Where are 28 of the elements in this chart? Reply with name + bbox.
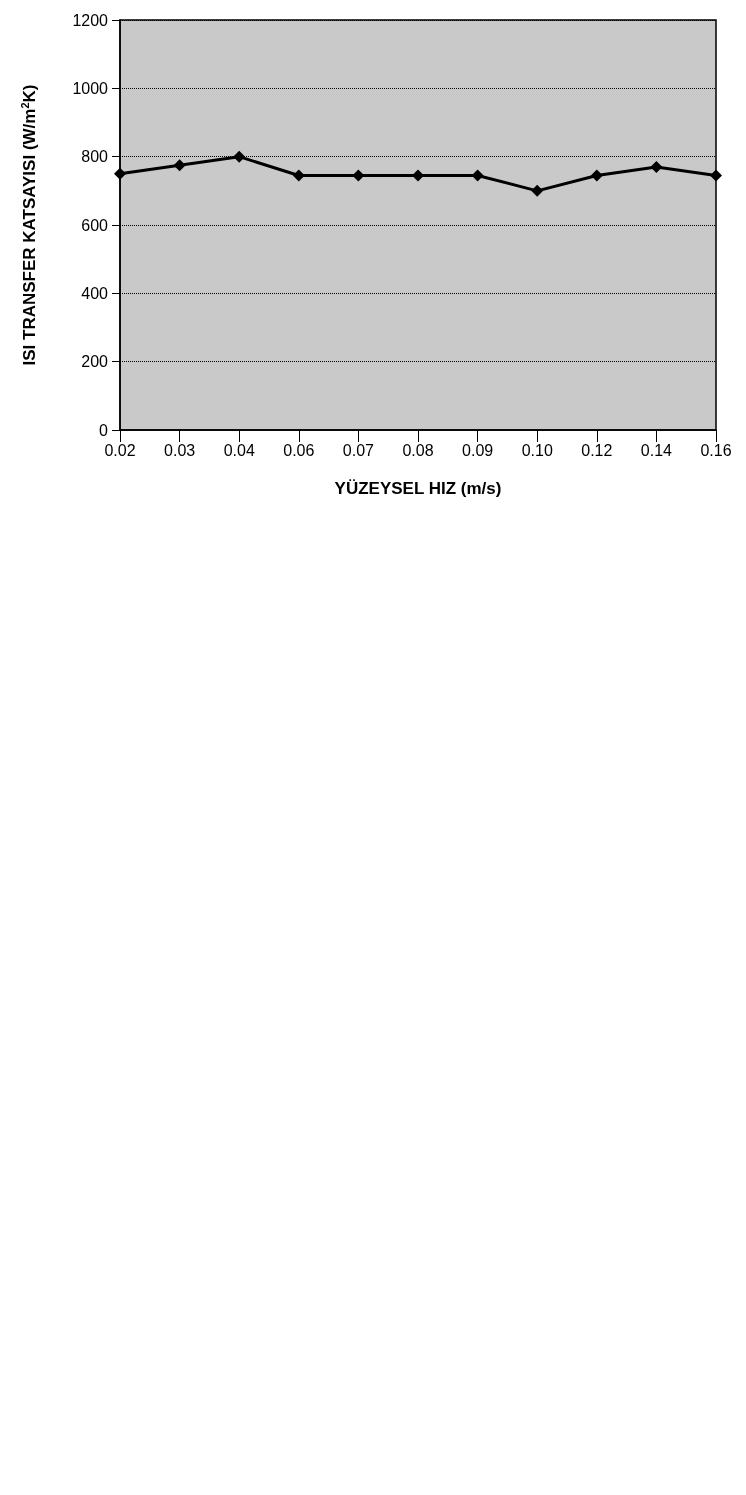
y-tick-label: 400 bbox=[81, 284, 109, 302]
x-axis-title: YÜZEYSEL HIZ (m/s) bbox=[334, 479, 502, 498]
x-tick-label: 0.06 bbox=[283, 441, 315, 459]
x-tick-label: 0.12 bbox=[581, 441, 613, 459]
y-tick-label: 1200 bbox=[72, 11, 109, 29]
point bbox=[710, 169, 722, 182]
point bbox=[412, 169, 424, 182]
point bbox=[114, 167, 126, 180]
x-tick-label: 0.16 bbox=[700, 441, 732, 459]
point bbox=[590, 169, 603, 182]
y-tick-label: 1000 bbox=[72, 79, 109, 97]
point bbox=[292, 169, 305, 182]
x-tick-label: 0.03 bbox=[164, 441, 196, 459]
point bbox=[233, 150, 246, 163]
point bbox=[531, 184, 544, 197]
x-tick-label: 0.09 bbox=[462, 441, 494, 459]
y-tick-label: 0 bbox=[99, 421, 109, 439]
point bbox=[650, 160, 663, 173]
x-tick-label: 0.02 bbox=[104, 441, 136, 459]
y-tick-label: 600 bbox=[81, 216, 109, 234]
x-tick-label: 0.07 bbox=[342, 441, 375, 459]
x-tick-label: 0.08 bbox=[402, 441, 434, 459]
y-tick-label: 200 bbox=[81, 353, 109, 371]
y-tick-label: 800 bbox=[81, 148, 109, 166]
point bbox=[173, 159, 186, 172]
x-tick-label: 0.14 bbox=[640, 441, 673, 459]
x-tick-label: 0.04 bbox=[223, 441, 255, 459]
x-tick-label: 0.10 bbox=[521, 441, 553, 459]
